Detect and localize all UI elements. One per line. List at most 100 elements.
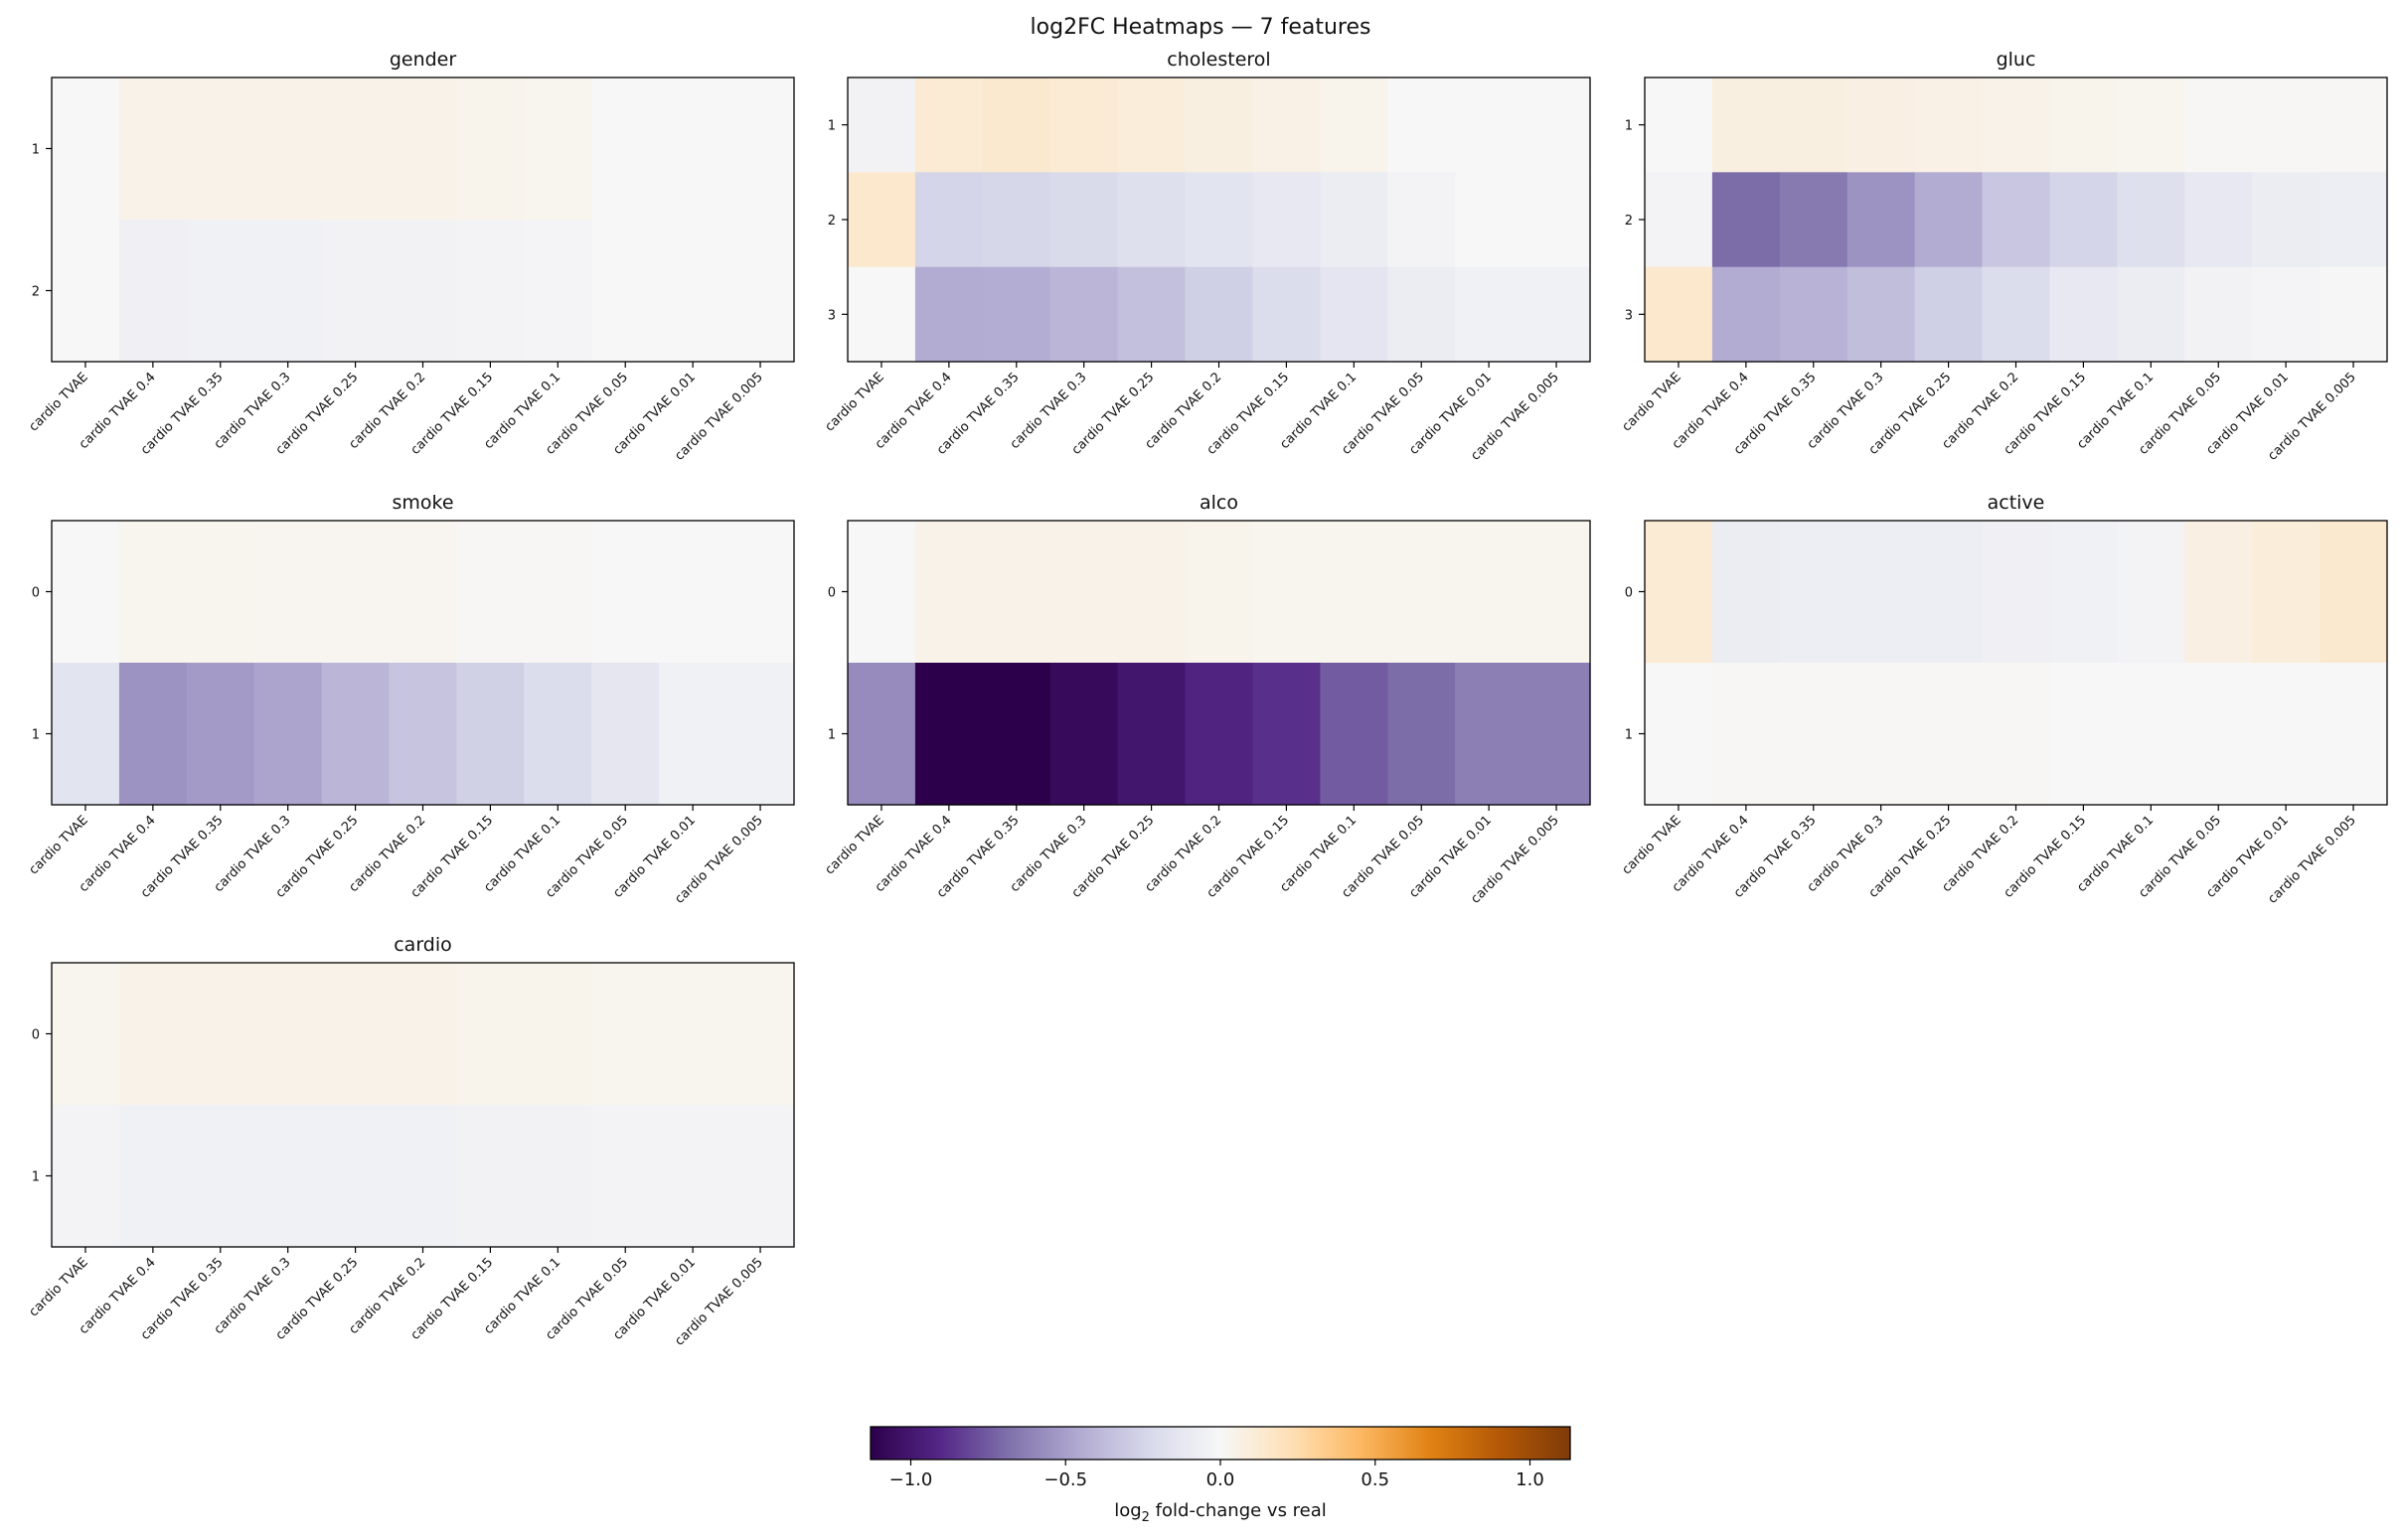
heatmap-cell [1455,521,1523,664]
heatmap-cell [1982,77,2051,173]
heatmap-cell [1117,521,1187,664]
heatmap-cell [659,77,727,221]
heatmap-cell [1914,521,1984,664]
heatmap-cell [1049,663,1119,806]
heatmap-cell [1846,266,1916,363]
heatmap-cell [1914,266,1984,363]
colorbar-label-sub: 2 [1142,1510,1150,1525]
heatmap-cell [456,963,525,1106]
heatmap-cell [1846,663,1916,806]
heatmap-cell [1252,521,1321,664]
heatmap-cell [1982,172,2051,268]
heatmap-cell [1982,521,2051,664]
heatmap-cell [253,1105,323,1248]
heatmap-cell [1982,266,2051,363]
heatmap-cell [914,521,984,664]
heatmap-cell [1711,172,1781,268]
heatmap-cell [591,1105,660,1248]
heatmap-cell [2117,172,2185,268]
heatmap-cell [1779,521,1848,664]
heatmap-cell [591,521,660,664]
heatmap-cell [1320,172,1388,268]
heatmap-cell [1779,172,1848,268]
heatmap-cell [659,1105,727,1248]
heatmap-cell [848,521,916,664]
heatmap-cell [118,521,188,664]
heatmap-cell [2184,172,2253,268]
y-tick-label: 2 [1625,214,1633,229]
heatmap-cell [1117,172,1187,268]
heatmap-cell [1320,663,1388,806]
colorbar-label: log2 fold-change vs real [1114,1500,1327,1525]
heatmap-cell [1185,172,1254,268]
colorbar-tick-label: −0.5 [1043,1469,1087,1490]
heatmap-cell [1117,663,1187,806]
heatmap-cell [524,521,592,664]
y-tick-label: 1 [32,143,40,158]
heatmap-cell [456,663,525,806]
heatmap-cell [982,521,1051,664]
y-tick-label: 1 [828,119,836,134]
heatmap-cell [321,663,391,806]
heatmap-cell [1387,266,1456,363]
heatmap-cell [1711,663,1781,806]
panel-title: gender [390,49,457,71]
heatmap-cell [1387,663,1456,806]
heatmap-cell [2117,77,2185,173]
heatmap-cell [1049,172,1119,268]
heatmap-cell [1320,266,1388,363]
heatmap-cell [1387,521,1456,664]
heatmap-cell [2320,521,2388,664]
heatmap-cell [1252,266,1321,363]
heatmap-cell [1049,266,1119,363]
heatmap-cell [1049,521,1119,664]
heatmap-cell [1914,172,1984,268]
heatmap-cell [52,963,120,1106]
heatmap-cell [1185,521,1254,664]
heatmap-cell [389,963,458,1106]
heatmap-cell [1645,77,1713,173]
y-tick-label: 1 [1625,728,1633,743]
heatmap-cell [389,220,458,363]
heatmap-cell [848,172,916,268]
heatmap-cell [1522,521,1591,664]
heatmap-cell [982,172,1051,268]
heatmap-cell [118,663,188,806]
heatmap-cell [982,663,1051,806]
heatmap-cell [1846,172,1916,268]
heatmap-cell [2184,663,2253,806]
heatmap-cell [1252,172,1321,268]
heatmap-cell [52,77,120,221]
heatmap-cell [1455,663,1523,806]
heatmap-cell [2252,172,2321,268]
heatmap-cell [1645,172,1713,268]
colorbar-tick-label: 0.0 [1206,1469,1235,1490]
panel-title: active [1988,492,2045,514]
heatmap-cell [1522,663,1591,806]
panel-title: cholesterol [1167,49,1270,71]
heatmap-cell [456,521,525,664]
heatmap-cell [118,220,188,363]
heatmap-cell [1185,266,1254,363]
heatmap-cell [389,663,458,806]
heatmap-cell [1711,266,1781,363]
heatmap-cell [321,77,391,221]
heatmap-cell [726,663,795,806]
heatmap-cell [1185,77,1254,173]
y-tick-label: 2 [32,285,40,300]
heatmap-cell [52,1105,120,1248]
y-tick-label: 3 [1625,308,1633,323]
heatmap-cell [186,220,255,363]
heatmap-cell [1645,266,1713,363]
heatmap-cell [2117,521,2185,664]
heatmap-cell [1914,663,1984,806]
heatmap-cell [726,521,795,664]
heatmap-cell [321,521,391,664]
heatmap-cell [2252,663,2321,806]
heatmap-cell [914,172,984,268]
heatmap-cell [726,1105,795,1248]
heatmap-cell [2320,172,2388,268]
heatmap-cell [456,1105,525,1248]
